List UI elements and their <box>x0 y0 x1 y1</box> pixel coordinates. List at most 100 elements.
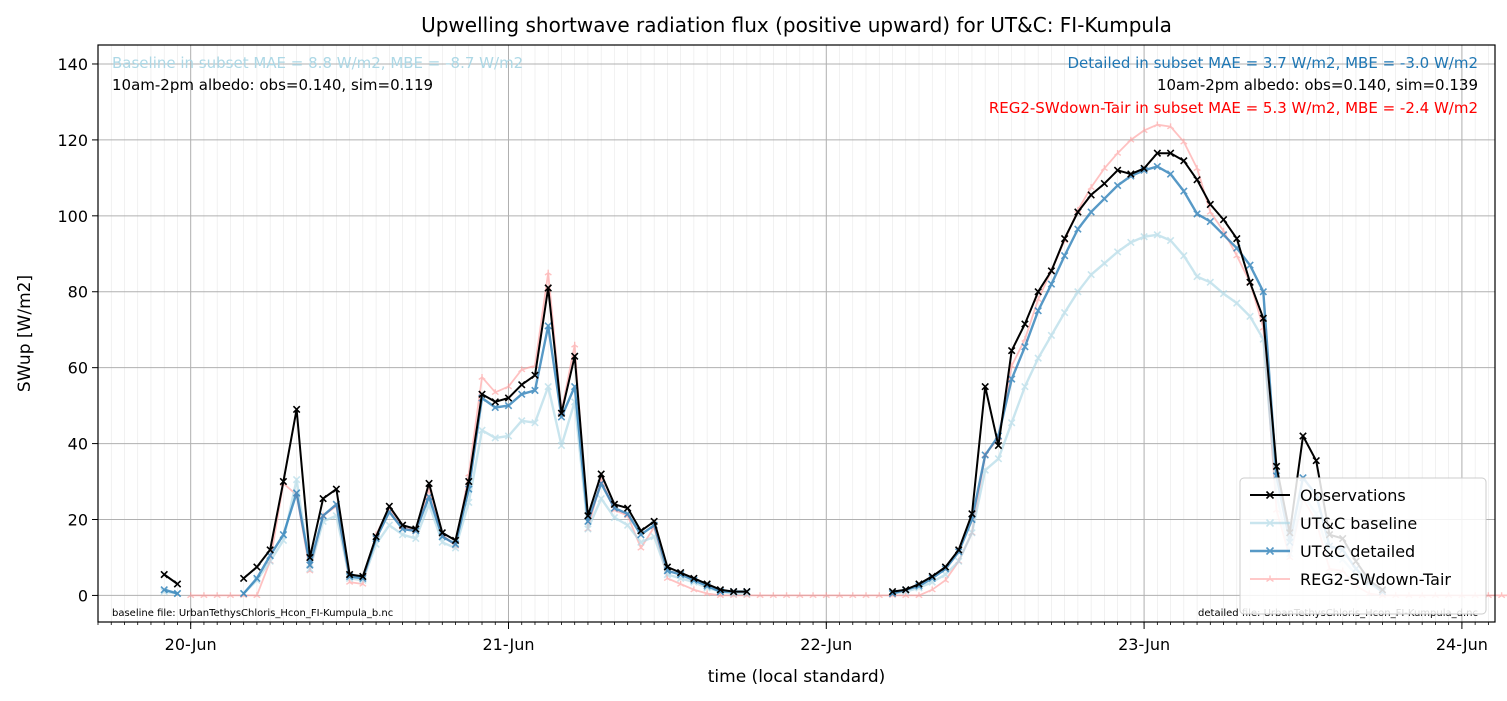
data-point <box>928 586 936 593</box>
data-point <box>1021 320 1029 328</box>
data-point <box>663 563 672 571</box>
data-point <box>941 565 950 573</box>
data-point <box>1206 200 1215 209</box>
data-point <box>1153 149 1162 157</box>
data-point <box>584 511 592 520</box>
x-tick-label: 21-Jun <box>482 635 534 654</box>
data-point <box>266 546 274 554</box>
data-point <box>226 592 235 599</box>
data-point <box>968 529 976 537</box>
legend-swatch <box>1250 546 1290 556</box>
data-point <box>1127 136 1135 143</box>
data-point <box>1034 306 1042 315</box>
data-point <box>1166 149 1175 157</box>
data-point <box>1153 231 1162 239</box>
data-point <box>1034 287 1042 296</box>
data-point <box>531 386 539 395</box>
data-point <box>187 592 195 599</box>
data-point <box>1299 432 1307 440</box>
data-point <box>703 580 711 588</box>
data-point <box>888 587 897 596</box>
data-point <box>941 570 950 579</box>
data-point <box>1233 234 1241 243</box>
series-line <box>892 152 1383 593</box>
legend-label: REG2-SWdown-Tair <box>1300 570 1451 589</box>
x-axis: 20-Jun 21-Jun 22-Jun 23-Jun 24-Jun <box>97 622 1489 654</box>
y-tick-label: 60 <box>68 359 88 378</box>
data-point <box>504 394 513 402</box>
data-point <box>1193 272 1201 281</box>
data-point <box>571 341 579 348</box>
data-point <box>1166 123 1175 130</box>
x-tick-label: 24-Jun <box>1436 635 1488 654</box>
data-point <box>1140 232 1148 241</box>
data-point <box>1047 280 1056 288</box>
data-point <box>928 572 936 581</box>
data-point <box>504 401 513 410</box>
data-point <box>915 592 923 599</box>
data-point <box>1193 210 1201 218</box>
data-point <box>160 570 168 579</box>
data-point <box>412 534 420 543</box>
data-point <box>743 587 751 596</box>
legend-label: UT&C detailed <box>1300 542 1415 561</box>
detailed-metrics-annotation: Detailed in subset MAE = 3.7 W/m2, MBE =… <box>1067 54 1478 72</box>
data-point <box>796 592 804 599</box>
data-point <box>1087 191 1095 199</box>
data-point <box>491 398 500 406</box>
data-point <box>200 592 208 599</box>
data-point <box>954 546 963 554</box>
baseline-albedo-annotation: 10am-2pm albedo: obs=0.140, sim=0.119 <box>112 76 433 94</box>
data-point <box>544 284 552 292</box>
data-point <box>544 382 552 391</box>
data-point <box>1113 181 1122 190</box>
x-tick-label: 20-Jun <box>165 635 217 654</box>
data-point <box>968 510 976 518</box>
data-point <box>729 587 738 596</box>
data-point <box>835 592 844 599</box>
data-point <box>1140 127 1148 134</box>
data-point <box>491 434 500 442</box>
data-point <box>1206 217 1215 226</box>
legend-marker <box>1266 575 1274 583</box>
data-point <box>1166 170 1175 178</box>
data-point <box>385 502 394 510</box>
data-point <box>1087 184 1095 191</box>
data-point <box>1498 592 1506 599</box>
data-point <box>557 409 566 417</box>
data-point <box>359 572 367 581</box>
data-point <box>769 592 777 599</box>
data-point <box>954 557 963 566</box>
data-point <box>1074 225 1082 233</box>
data-point <box>1087 208 1095 216</box>
data-point <box>928 574 936 583</box>
data-point <box>703 590 711 597</box>
data-point <box>584 525 592 533</box>
data-point <box>465 477 473 486</box>
data-point <box>1021 382 1029 391</box>
data-point <box>412 525 420 533</box>
data-point <box>438 529 447 537</box>
data-point <box>544 269 552 276</box>
data-point <box>822 592 830 599</box>
data-point <box>345 570 354 579</box>
data-point <box>597 494 605 503</box>
data-point <box>517 380 526 389</box>
reg2-metrics-annotation: REG2-SWdown-Tair in subset MAE = 5.3 W/m… <box>989 99 1478 117</box>
series-line <box>163 588 178 595</box>
data-point <box>1100 179 1109 188</box>
y-axis: 0 20 40 60 80 100 120 140 <box>57 55 98 605</box>
data-point <box>1193 165 1201 172</box>
data-point <box>279 477 288 486</box>
data-point <box>756 592 764 599</box>
data-point <box>690 574 698 583</box>
y-tick-label: 140 <box>57 55 88 74</box>
data-point <box>1034 296 1042 303</box>
data-point <box>438 538 447 547</box>
data-point <box>491 389 499 396</box>
legend-marker <box>1265 546 1275 556</box>
data-point <box>1113 166 1122 175</box>
legend-label: UT&C baseline <box>1300 514 1417 533</box>
data-point <box>160 585 168 594</box>
